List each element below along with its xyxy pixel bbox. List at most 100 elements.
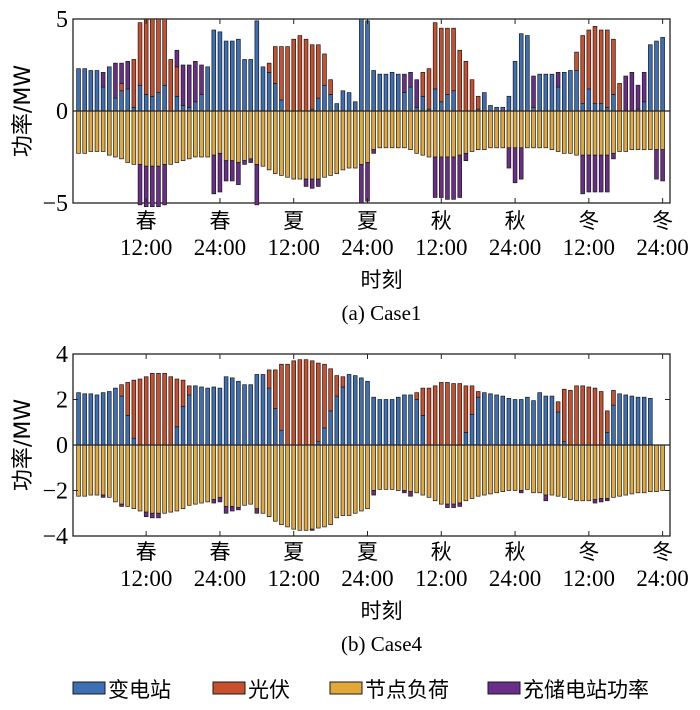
bar-substation (316, 97, 321, 112)
legend-swatch-substation (72, 681, 106, 695)
bar-load (260, 110, 266, 167)
bar-pv (322, 53, 327, 86)
legend-label-load: 节点负荷 (365, 678, 449, 702)
x-tick-season: 冬 (578, 209, 599, 233)
bar-load (193, 110, 198, 158)
bar-storage_neg (611, 152, 616, 160)
bar-pv (432, 385, 438, 446)
bar-substation (113, 97, 118, 112)
bar-substation (211, 29, 217, 112)
bar-pv (574, 385, 579, 446)
bar-storage (199, 64, 204, 95)
bar-load (131, 444, 137, 510)
bar-storage_neg (402, 490, 407, 494)
bar-substation (617, 393, 622, 446)
bar-pv (463, 60, 469, 112)
bar-substation (260, 374, 266, 446)
bar-load (328, 110, 333, 176)
bar-substation (254, 374, 260, 446)
bar-load (549, 110, 555, 150)
bar-load (561, 444, 567, 498)
bar-substation (340, 90, 346, 112)
bar-load (168, 110, 174, 165)
bar-load (211, 444, 217, 500)
bar-load (488, 110, 493, 149)
bar-substation (76, 68, 81, 112)
bar-load (223, 444, 229, 507)
y-tick-label: 5 (56, 7, 68, 33)
bar-substation (549, 395, 555, 446)
bar-storage_neg (598, 154, 604, 193)
bar-pv (316, 362, 321, 442)
y-tick-label: 4 (56, 342, 68, 368)
bar-load (414, 110, 419, 154)
bar-load (322, 444, 327, 528)
bar-substation (334, 103, 340, 112)
bar-storage_neg (457, 502, 462, 507)
bar-storage (623, 75, 628, 112)
bar-substation (383, 73, 389, 112)
x-tick-season: 夏 (357, 209, 378, 233)
bar-substation (223, 40, 229, 112)
bar-substation (125, 415, 130, 446)
bar-load (168, 444, 174, 513)
bar-substation (408, 394, 413, 446)
bar-substation (648, 44, 653, 112)
bar-load (555, 110, 561, 152)
bar-substation (512, 399, 518, 446)
bar-substation (273, 408, 278, 446)
chart-panel-b: 420−2−4春12:00春24:00夏12:00夏24:00秋12:00秋24… (11, 342, 689, 656)
bar-load (131, 110, 137, 165)
bar-pv (131, 379, 137, 439)
y-tick-label: 2 (56, 388, 68, 414)
bar-load (309, 110, 315, 180)
bar-load (180, 110, 186, 162)
y-tick-label: −4 (42, 524, 68, 550)
y-axis-label: 功率/MW (11, 65, 36, 157)
x-axis-label: 时刻 (361, 268, 403, 292)
bar-load (457, 110, 462, 156)
bar-substation (525, 396, 530, 446)
bar-substation (549, 73, 555, 112)
bar-substation (279, 99, 284, 112)
bar-substation (119, 90, 124, 112)
legend-label-substation: 变电站 (108, 678, 171, 702)
bar-pv (445, 27, 450, 95)
bar-substation (125, 88, 130, 112)
bar-storage (125, 60, 130, 90)
bar-load (555, 444, 561, 497)
bar-substation (174, 426, 180, 446)
bar-substation (605, 432, 610, 446)
bar-load (119, 444, 124, 505)
bar-load (365, 110, 370, 163)
bar-substation (555, 86, 561, 112)
bar-load (475, 444, 481, 497)
bar-substation (76, 392, 81, 446)
bar-load (334, 110, 340, 174)
bar-substation (266, 72, 272, 112)
bar-pv (451, 383, 456, 446)
bar-load (648, 110, 653, 150)
bar-storage_neg (605, 498, 610, 502)
bar-pv (592, 26, 598, 104)
bar-load (402, 444, 407, 491)
bar-substation (82, 393, 87, 446)
bar-substation (592, 103, 598, 112)
bar-pv (469, 385, 475, 415)
bar-substation (445, 94, 450, 112)
bar-substation (254, 20, 260, 112)
bar-substation (223, 376, 229, 446)
bar-storage (100, 72, 106, 88)
bar-storage (119, 62, 124, 84)
bar-load (592, 110, 598, 156)
bar-pv (143, 376, 149, 446)
bar-storage_neg (518, 147, 524, 180)
bar-substation (439, 101, 444, 112)
bar-substation (500, 395, 506, 446)
bar-substation (482, 392, 487, 446)
bar-substation (512, 60, 518, 112)
bar-load (94, 444, 100, 496)
bar-load (426, 444, 432, 498)
bar-pv (475, 95, 481, 110)
x-axis-label: 时刻 (361, 599, 403, 623)
